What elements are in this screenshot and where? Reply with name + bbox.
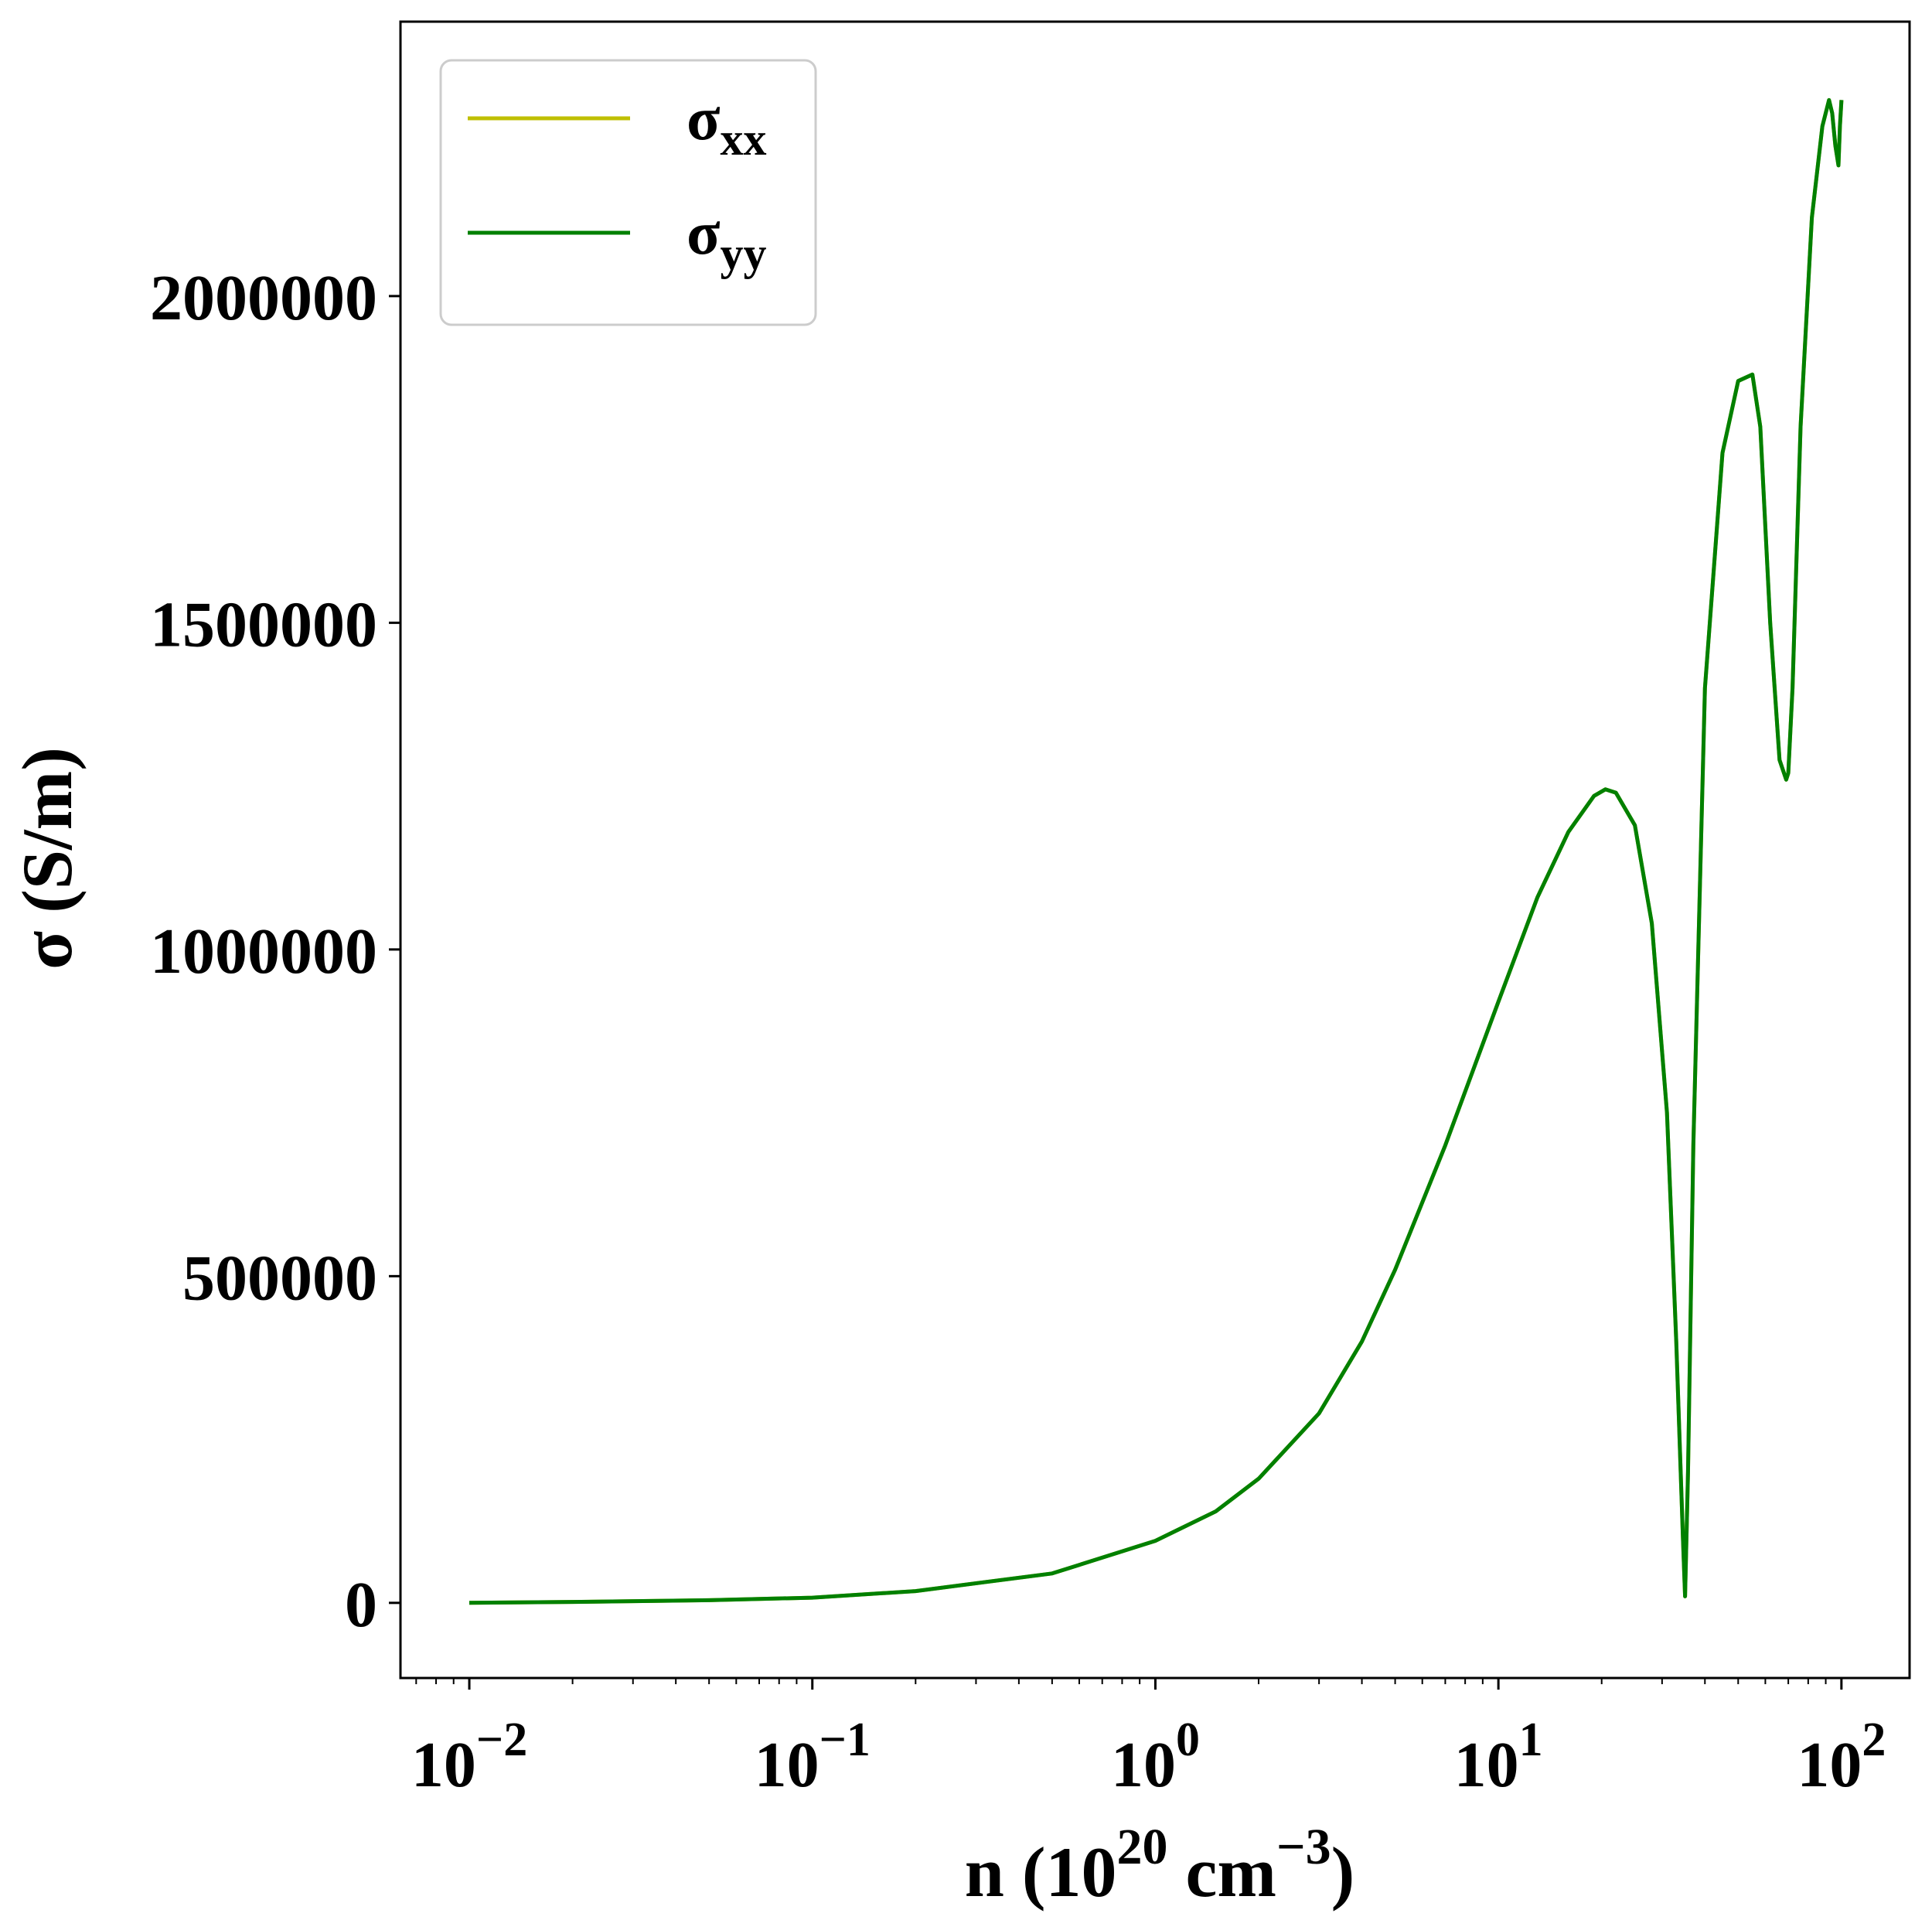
legend-box xyxy=(439,59,817,326)
x-tick-label: 102 xyxy=(1797,1714,1886,1801)
y-tick-label: 2000000 xyxy=(150,262,377,334)
legend-label-sigma-xx: σxx xyxy=(687,85,767,165)
plot-layer xyxy=(469,97,1844,1605)
x-tick-label: 10−1 xyxy=(755,1714,871,1801)
y-tick-label: 0 xyxy=(345,1569,377,1641)
y-tick-label: 500000 xyxy=(182,1242,377,1314)
legend: σxx σyy xyxy=(439,59,817,326)
legend-label-sigma-yy: σyy xyxy=(687,200,767,279)
y-tick-label: 1000000 xyxy=(150,916,377,987)
series-line-yy xyxy=(469,97,1844,1605)
x-tick-label: 101 xyxy=(1454,1714,1543,1801)
ticks-layer: 0 500000 1000000 1500000 2000000 10−2 10−1 100 1… xyxy=(150,262,1886,1801)
x-axis-title: n (1020 cm−3) xyxy=(965,1819,1355,1912)
x-tick-label: 10−2 xyxy=(411,1714,527,1801)
x-tick-label: 100 xyxy=(1111,1714,1200,1801)
y-tick-label: 1500000 xyxy=(150,588,377,660)
y-axis-title: σ (S/m) xyxy=(8,747,87,970)
